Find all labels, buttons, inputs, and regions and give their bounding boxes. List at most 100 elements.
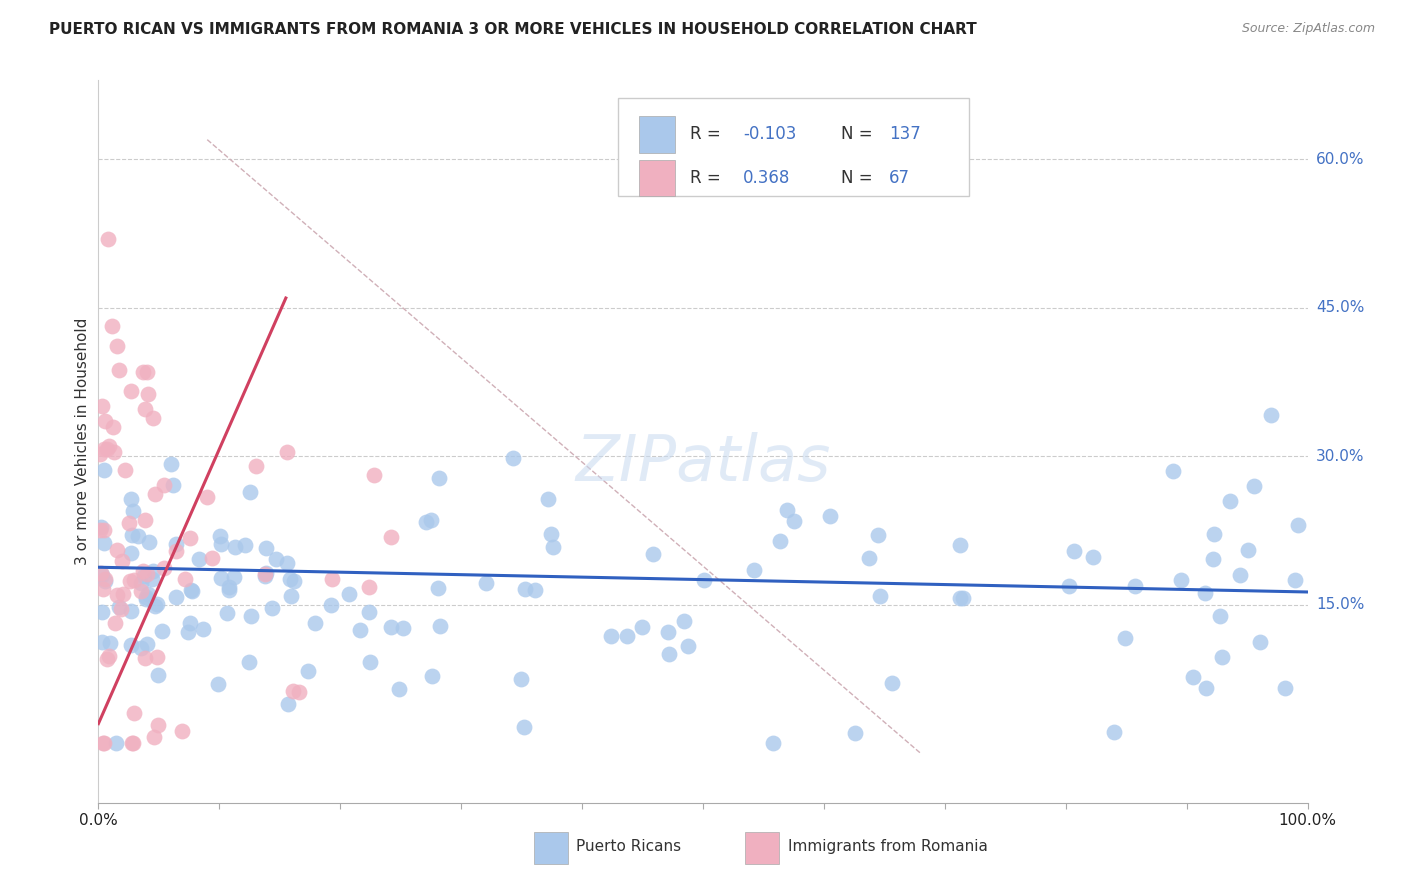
Point bbox=[420, 669, 443, 683]
Point bbox=[165, 590, 187, 604]
Point bbox=[776, 502, 799, 516]
Point bbox=[129, 584, 152, 599]
Point bbox=[146, 718, 169, 732]
Point bbox=[94, 572, 117, 586]
Point bbox=[278, 573, 301, 587]
Point bbox=[844, 726, 866, 740]
Point bbox=[882, 675, 904, 690]
Point bbox=[104, 615, 127, 630]
Point bbox=[187, 552, 209, 566]
Text: Source: ZipAtlas.com: Source: ZipAtlas.com bbox=[1241, 22, 1375, 36]
Point bbox=[415, 516, 437, 530]
Point bbox=[91, 605, 114, 619]
Point bbox=[195, 490, 218, 504]
Point bbox=[97, 439, 120, 453]
Point bbox=[120, 638, 142, 652]
Point bbox=[513, 582, 536, 596]
Point bbox=[543, 541, 565, 555]
Point bbox=[93, 523, 115, 537]
Point bbox=[475, 575, 498, 590]
Text: 15.0%: 15.0% bbox=[1316, 598, 1364, 612]
Point bbox=[1104, 725, 1126, 739]
Point bbox=[120, 604, 142, 618]
Point bbox=[142, 565, 165, 579]
Point bbox=[742, 563, 765, 577]
Point bbox=[134, 651, 156, 665]
Point bbox=[277, 697, 299, 711]
Point bbox=[239, 485, 262, 500]
Point bbox=[179, 615, 201, 630]
Point bbox=[1125, 579, 1147, 593]
Point bbox=[121, 736, 143, 750]
Point bbox=[283, 574, 305, 588]
Point bbox=[818, 508, 841, 523]
Text: N =: N = bbox=[841, 126, 877, 144]
Text: N =: N = bbox=[841, 169, 877, 186]
Point bbox=[208, 529, 231, 543]
Point bbox=[148, 668, 170, 682]
Point bbox=[145, 649, 167, 664]
Point bbox=[266, 552, 288, 566]
Point bbox=[98, 636, 121, 650]
Point bbox=[105, 339, 128, 353]
Point bbox=[1194, 586, 1216, 600]
Point bbox=[769, 534, 792, 549]
Point bbox=[349, 624, 371, 638]
Point bbox=[129, 640, 152, 655]
Point bbox=[181, 583, 204, 598]
Point bbox=[207, 676, 229, 690]
Point bbox=[952, 591, 974, 605]
Point bbox=[253, 566, 276, 581]
Point bbox=[105, 542, 128, 557]
Point bbox=[321, 572, 343, 586]
Point bbox=[502, 450, 524, 465]
Point bbox=[101, 420, 124, 434]
Text: 60.0%: 60.0% bbox=[1316, 152, 1364, 167]
Point bbox=[150, 624, 173, 639]
Point bbox=[90, 566, 112, 580]
FancyBboxPatch shape bbox=[745, 831, 779, 864]
Point bbox=[631, 619, 654, 633]
Point bbox=[107, 363, 129, 377]
Point bbox=[215, 606, 238, 620]
Point bbox=[337, 586, 360, 600]
Point bbox=[1063, 544, 1085, 558]
Point bbox=[427, 471, 450, 485]
Point bbox=[98, 649, 121, 664]
Point bbox=[160, 457, 183, 471]
Point bbox=[276, 444, 298, 458]
Point bbox=[118, 516, 141, 530]
Point bbox=[136, 387, 159, 401]
Point bbox=[193, 622, 215, 636]
Point bbox=[1260, 409, 1282, 423]
Point bbox=[1243, 479, 1265, 493]
Text: -0.103: -0.103 bbox=[742, 126, 796, 144]
Point bbox=[146, 597, 169, 611]
Point bbox=[1181, 670, 1204, 684]
Point bbox=[180, 583, 202, 598]
Point bbox=[276, 556, 298, 570]
Point bbox=[120, 491, 142, 506]
Point bbox=[114, 462, 136, 476]
Point bbox=[201, 551, 224, 566]
Point bbox=[177, 625, 200, 640]
Point bbox=[91, 568, 114, 582]
Point bbox=[260, 600, 283, 615]
Point bbox=[537, 491, 560, 506]
Point bbox=[949, 591, 972, 606]
Point bbox=[107, 600, 129, 615]
Point bbox=[693, 574, 716, 588]
Point bbox=[165, 536, 187, 550]
Point bbox=[135, 591, 157, 605]
Point bbox=[179, 531, 201, 545]
Point bbox=[131, 565, 153, 579]
Text: 0.368: 0.368 bbox=[742, 169, 790, 186]
Point bbox=[392, 621, 415, 635]
Point bbox=[1236, 543, 1258, 558]
Y-axis label: 3 or more Vehicles in Household: 3 or more Vehicles in Household bbox=[75, 318, 90, 566]
Point bbox=[254, 566, 277, 580]
Point bbox=[280, 589, 302, 603]
Point bbox=[90, 520, 112, 534]
Text: Immigrants from Romania: Immigrants from Romania bbox=[787, 838, 987, 854]
Point bbox=[153, 561, 176, 575]
